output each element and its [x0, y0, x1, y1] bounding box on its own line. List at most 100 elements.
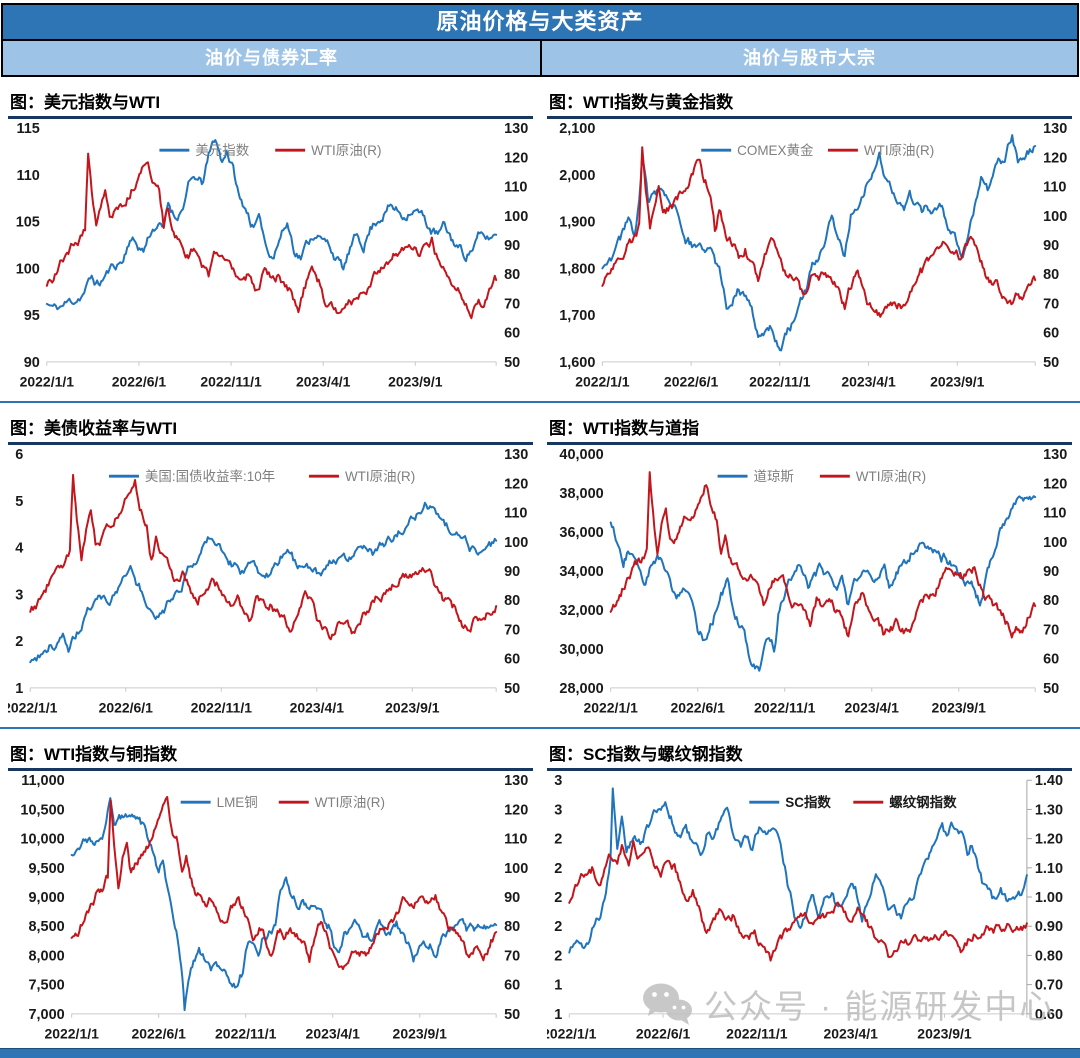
chart-row-3: 图：WTI指数与铜指数 11,000 10,500 10,000 9,500 9,000…: [0, 729, 1080, 1048]
right-axis-tick-label: 130: [504, 121, 528, 137]
right-axis-tick-label: 60: [1043, 326, 1059, 342]
right-axis-tick-label: 110: [1043, 180, 1066, 196]
right-axis-tick-label: 90: [504, 238, 520, 254]
x-axis-tick-label: 2022/1/1: [575, 374, 630, 390]
plot-canvas: 40,000 38,000 36,000 34,000 32,000 30,000 28,0…: [559, 447, 1067, 716]
right-axis-tick-label: 100: [504, 535, 528, 551]
right-axis-line-group: [1026, 780, 1032, 1015]
plot-canvas: 2,1002,0001,9001,8001,7001,6001301201101…: [559, 121, 1067, 390]
left-axis-tick-label: 2,000: [559, 168, 595, 184]
series-lines: [70, 796, 498, 1012]
right-axis-tick-label: 50: [504, 355, 520, 371]
left-axis-tick-label: 36,000: [559, 525, 603, 541]
right-axis-tick-label: 0.70: [1035, 978, 1063, 994]
chart-title: 图：WTI指数与黄金指数: [547, 85, 1072, 119]
x-axis-tick-label: 2022/6/1: [112, 374, 167, 390]
right-axis-tick-label: 70: [1043, 623, 1059, 639]
right-axis-tick-label: 60: [504, 326, 520, 342]
plot-canvas: 115 110 105 100 95 90 130 120 110 100 90 80 70 60 50 20…: [16, 121, 529, 390]
left-axis-tick-label: 10,500: [20, 803, 64, 819]
left-axis-tick-label: 1: [554, 978, 562, 994]
left-axis-tick-label: 10,000: [20, 832, 64, 848]
right-axis-tick-label: 100: [504, 861, 528, 877]
legend-label: WTI原油(R): [315, 796, 385, 811]
right-axis-tick-label: 50: [1043, 355, 1059, 371]
left-axis-ticks: 40,000 38,000 36,000 34,000 32,000 30,000 28,0…: [559, 447, 603, 697]
chart-title: 图：美元指数与WTI: [8, 85, 533, 119]
chart-title: 图：SC指数与螺纹钢指数: [547, 737, 1072, 772]
left-axis-tick-label: 32,000: [559, 603, 603, 619]
left-axis-tick-label: 1: [15, 681, 23, 697]
left-axis-tick-label: 28,000: [559, 681, 603, 697]
chart-plot: 11,000 10,500 10,000 9,500 9,000 8,500 8,000 7,…: [8, 772, 533, 1048]
left-axis-tick-label: 100: [16, 261, 40, 277]
series-line-red: [70, 796, 498, 971]
x-axis-tick-label: 2022/6/1: [664, 374, 719, 390]
right-axis-ticks: 130 120 110 100 90 80 70 60 50: [504, 774, 528, 1024]
right-axis-tick-label: 130: [1043, 121, 1067, 137]
x-axis-tick-label: 2023/4/1: [841, 374, 896, 390]
series-line-blue: [601, 134, 1037, 352]
legend-label: SC指数: [785, 795, 831, 811]
legend-label: COMEX黄金: [737, 143, 814, 158]
right-axis-tick-label: 1.20: [1035, 832, 1063, 848]
left-axis-ticks: 3 3 2 2 2 2 2 1 1: [554, 774, 562, 1024]
footer-bar: [0, 1048, 1080, 1058]
left-axis-ticks: 2,100 2,000 1,900 1,800 1,700 1,600: [559, 121, 595, 371]
legend-label: 美国:国债收益率:10年: [145, 468, 275, 484]
left-axis-tick-label: 1: [554, 1007, 562, 1023]
right-axis-tick-label: 50: [504, 1007, 520, 1023]
x-axis-tick-label: 2022/1/1: [44, 1026, 99, 1042]
right-axis-tick-label: 130: [504, 774, 528, 790]
series-line-red: [29, 474, 498, 641]
chart-plot: 3 3 2 2 2 2 2 1 1 1.40 1.30 1.20 1.10 1.00 0.90 0.80 0.7…: [547, 772, 1072, 1048]
legend-label: 螺纹钢指数: [889, 795, 957, 811]
plot-canvas: 11,000 10,500 10,000 9,500 9,000 8,500 8,000 7,…: [20, 774, 528, 1043]
chart-wti-vs-dow: 图：WTI指数与道指 40,000 38,000 36,000 34,000 32,00…: [547, 411, 1072, 722]
left-axis-tick-label: 7,000: [28, 1007, 64, 1023]
left-axis-tick-label: 7,500: [28, 978, 64, 994]
series-line-blue: [29, 501, 498, 664]
x-axis-tick-label: 2022/1/1: [583, 700, 638, 716]
right-axis-tick-label: 110: [1043, 506, 1066, 522]
left-axis-tick-label: 8,000: [28, 949, 64, 965]
legend-label: WTI原油(R): [345, 469, 415, 484]
x-axis-tick-label: 2023/4/1: [306, 1026, 361, 1042]
plot-canvas: 3 3 2 2 2 2 2 1 1 1.40 1.30 1.20 1.10 1.00 0.90 0.80 0.7…: [547, 774, 1063, 1043]
legend-label: 美元指数: [195, 143, 249, 158]
right-axis-tick-label: 0.80: [1035, 949, 1063, 965]
left-axis-tick-label: 115: [16, 121, 39, 137]
row-divider: [0, 727, 1080, 730]
left-axis-tick-label: 3: [554, 774, 562, 790]
right-axis-tick-label: 130: [504, 447, 528, 463]
legend: COMEX黄金 WTI原油(R): [701, 143, 934, 158]
left-axis-tick-label: 2: [554, 949, 562, 965]
series-lines: [609, 471, 1037, 672]
right-axis-ticks: 130 120 110 100 90 80 70 60 50: [504, 447, 528, 697]
right-axis-tick-label: 0.90: [1035, 920, 1063, 936]
x-axis-tick-label: 2023/9/1: [932, 700, 987, 716]
x-axis: 2022/1/1 2022/6/1 2022/11/1 2023/4/1 2023/9/…: [575, 361, 1036, 390]
right-axis-tick-label: 100: [504, 209, 528, 225]
legend-label: LME铜: [217, 796, 258, 811]
x-axis-tick-label: 2023/9/1: [388, 374, 443, 390]
right-axis-tick-label: 80: [504, 920, 520, 936]
left-axis-tick-label: 11,000: [21, 774, 64, 790]
right-axis-tick-label: 120: [504, 477, 528, 493]
right-axis-tick-label: 60: [1043, 652, 1059, 668]
right-axis-tick-label: 110: [504, 506, 527, 522]
series-line-red: [568, 840, 1028, 962]
left-axis-tick-label: 9,000: [28, 890, 64, 906]
left-axis-tick-label: 105: [16, 215, 40, 231]
chart-title: 图：WTI指数与铜指数: [8, 737, 533, 772]
left-axis-tick-label: 110: [16, 168, 39, 184]
series-line-red: [601, 146, 1037, 318]
chart-title: 图：美债收益率与WTI: [8, 411, 533, 446]
chart-wti-vs-copper: 图：WTI指数与铜指数 11,000 10,500 10,000 9,500 9,000…: [8, 737, 533, 1048]
x-axis-tick-label: 2023/9/1: [917, 1026, 972, 1042]
chart-wti-vs-gold: 图：WTI指数与黄金指数 2,100 2,000 1,900 1,800 1,700 1,…: [547, 85, 1072, 396]
x-axis-tick-label: 2022/1/1: [547, 1026, 597, 1042]
x-axis-tick-label: 2022/6/1: [636, 1026, 691, 1042]
right-axis-tick-label: 90: [1043, 238, 1059, 254]
